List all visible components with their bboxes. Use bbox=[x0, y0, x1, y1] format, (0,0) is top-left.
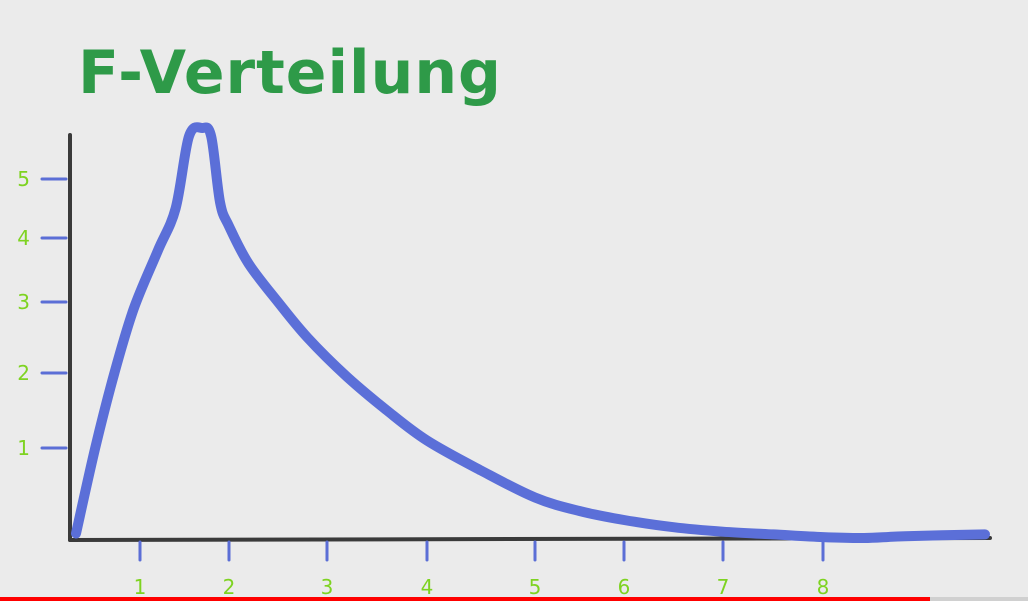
y-ticks: 1 2 3 4 5 bbox=[17, 167, 68, 460]
y-tick-label: 1 bbox=[17, 436, 30, 460]
y-tick-label: 3 bbox=[17, 290, 30, 314]
y-tick-label: 4 bbox=[17, 226, 30, 250]
axes bbox=[68, 133, 992, 542]
x-tick-label: 4 bbox=[421, 575, 434, 599]
y-tick-label: 5 bbox=[17, 167, 30, 191]
video-progress-fill bbox=[0, 597, 931, 601]
video-progress-bar[interactable] bbox=[0, 597, 1028, 601]
x-tick-label: 1 bbox=[134, 575, 147, 599]
chart-title: F-Verteilung bbox=[78, 38, 502, 108]
x-ticks: 1 2 3 4 5 6 7 8 bbox=[134, 540, 830, 599]
density-curve bbox=[71, 122, 990, 544]
x-tick-label: 6 bbox=[618, 575, 631, 599]
x-tick-label: 7 bbox=[717, 575, 730, 599]
x-tick-label: 8 bbox=[817, 575, 830, 599]
x-tick-label: 2 bbox=[223, 575, 236, 599]
x-tick-label: 5 bbox=[529, 575, 542, 599]
y-tick-label: 2 bbox=[17, 361, 30, 385]
x-tick-label: 3 bbox=[321, 575, 334, 599]
